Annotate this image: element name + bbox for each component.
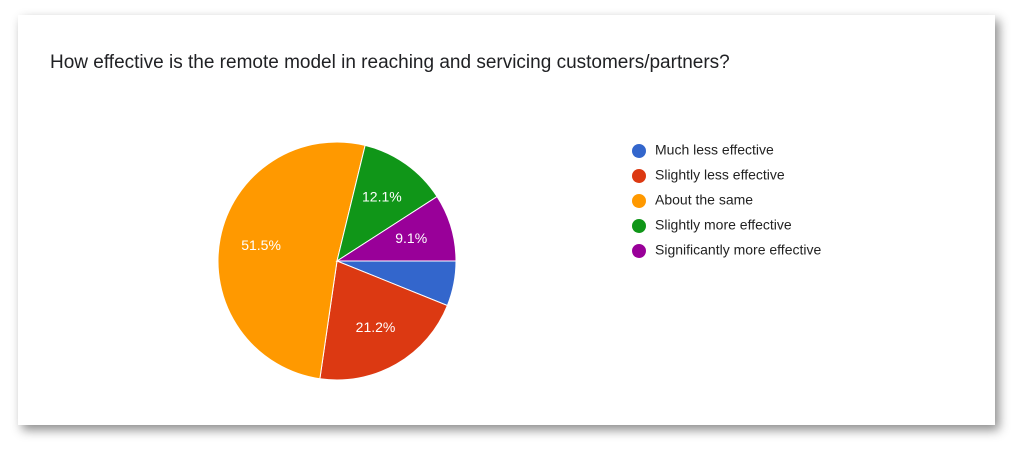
slice-label: 21.2% (356, 319, 396, 335)
legend-label: Slightly more effective (655, 217, 792, 233)
legend-swatch (632, 194, 646, 208)
legend-label: Slightly less effective (655, 167, 785, 183)
slice-label: 12.1% (362, 189, 402, 205)
legend-swatch (632, 244, 646, 258)
pie-slice (335, 195, 457, 262)
legend-label: Much less effective (655, 142, 774, 158)
legend-label: Significantly more effective (655, 242, 821, 258)
slice-label: 51.5% (241, 237, 281, 253)
legend-swatch (632, 219, 646, 233)
chart-card (18, 15, 995, 425)
chart-title: How effective is the remote model in rea… (50, 52, 730, 73)
slice-label: 9.1% (395, 230, 427, 246)
legend-label: About the same (655, 192, 753, 208)
legend-swatch (632, 144, 646, 158)
legend-swatch (632, 169, 646, 183)
pie-slice (336, 144, 438, 263)
pie-slice (217, 141, 366, 380)
pie-slice (319, 260, 449, 381)
